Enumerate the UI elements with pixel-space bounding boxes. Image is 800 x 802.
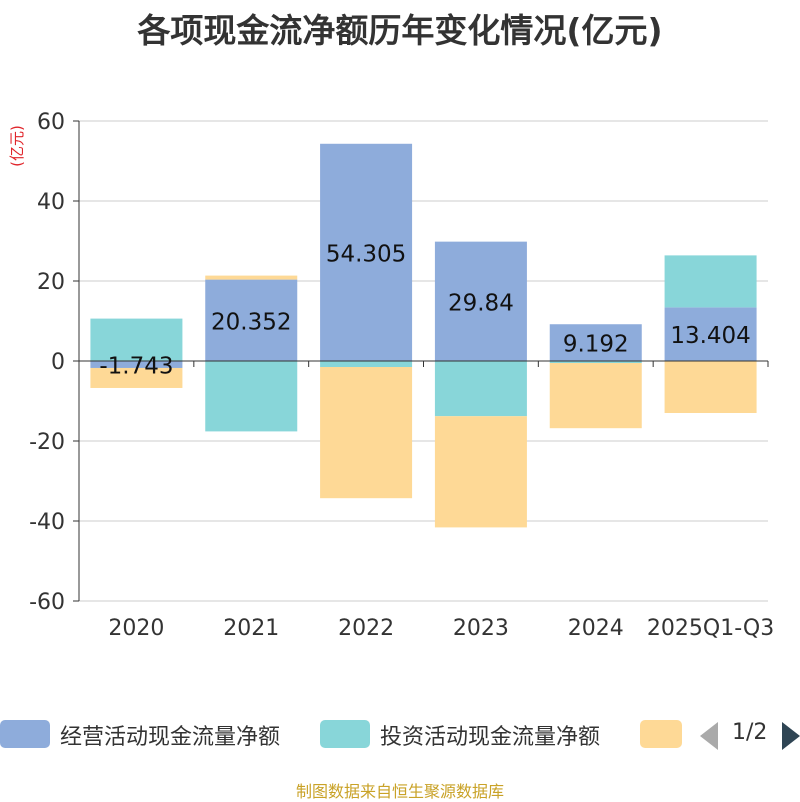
legend-label-investing[interactable]: 投资活动现金流量净额 bbox=[380, 725, 601, 750]
data-source-note: 制图数据来自恒生聚源数据库 bbox=[295, 782, 504, 801]
operating-cashflow-bar bbox=[664, 307, 757, 361]
y-axis-unit-label: (亿元) bbox=[8, 125, 26, 167]
y-tick-label: 60 bbox=[37, 110, 65, 135]
investing-cashflow-bar bbox=[549, 361, 642, 363]
investing-cashflow-bar bbox=[664, 255, 757, 308]
data-label: 13.404 bbox=[670, 323, 750, 349]
operating-cashflow-bar bbox=[205, 279, 298, 361]
y-tick-label: 20 bbox=[37, 270, 65, 295]
chart-title: 各项现金流净额历年变化情况(亿元) bbox=[137, 11, 663, 50]
legend-swatch-financing[interactable] bbox=[640, 720, 682, 748]
data-label: -1.743 bbox=[99, 353, 173, 379]
financing-cashflow-bar bbox=[664, 361, 757, 413]
legend-swatch-operating[interactable] bbox=[0, 720, 50, 748]
x-tick-label: 2024 bbox=[568, 616, 624, 641]
y-tick-label: 0 bbox=[51, 350, 65, 375]
financing-cashflow-bar bbox=[549, 363, 642, 429]
y-tick-label: -60 bbox=[29, 590, 65, 615]
legend-label-operating[interactable]: 经营活动现金流量净额 bbox=[60, 725, 281, 750]
investing-cashflow-bar bbox=[90, 318, 183, 361]
investing-cashflow-bar bbox=[434, 361, 527, 417]
data-label: 29.84 bbox=[448, 290, 514, 316]
financing-cashflow-bar bbox=[205, 275, 298, 280]
financing-cashflow-bar bbox=[90, 367, 183, 388]
operating-cashflow-bar bbox=[434, 241, 527, 361]
chart-area: (亿元) -60 -40 -20 0 20 40 60 -1.743 20.352 54.305 29… bbox=[8, 110, 774, 641]
x-tick-label: 2023 bbox=[453, 616, 509, 641]
legend-prev-page-icon[interactable] bbox=[700, 722, 718, 750]
financing-cashflow-bar bbox=[434, 416, 527, 528]
data-label: 20.352 bbox=[211, 309, 291, 335]
x-tick-label: 2022 bbox=[338, 616, 394, 641]
legend-next-page-icon[interactable] bbox=[782, 722, 800, 750]
investing-cashflow-bar bbox=[205, 361, 298, 432]
y-tick-label: -40 bbox=[29, 510, 65, 535]
operating-cashflow-bar bbox=[90, 361, 183, 368]
data-label: 9.192 bbox=[563, 332, 629, 358]
x-tick-label: 2021 bbox=[223, 616, 279, 641]
legend-swatch-investing[interactable] bbox=[320, 720, 370, 748]
y-tick-label: -20 bbox=[29, 430, 65, 455]
data-label: 54.305 bbox=[326, 241, 406, 267]
y-tick-label: 40 bbox=[37, 190, 65, 215]
operating-cashflow-bar bbox=[549, 324, 642, 361]
financing-cashflow-bar bbox=[320, 367, 413, 499]
operating-cashflow-bar bbox=[320, 143, 413, 361]
investing-cashflow-bar bbox=[320, 361, 413, 367]
legend-page-indicator: 1/2 bbox=[732, 720, 768, 745]
x-tick-label: 2025Q1-Q3 bbox=[647, 616, 774, 641]
x-tick-label: 2020 bbox=[108, 616, 164, 641]
